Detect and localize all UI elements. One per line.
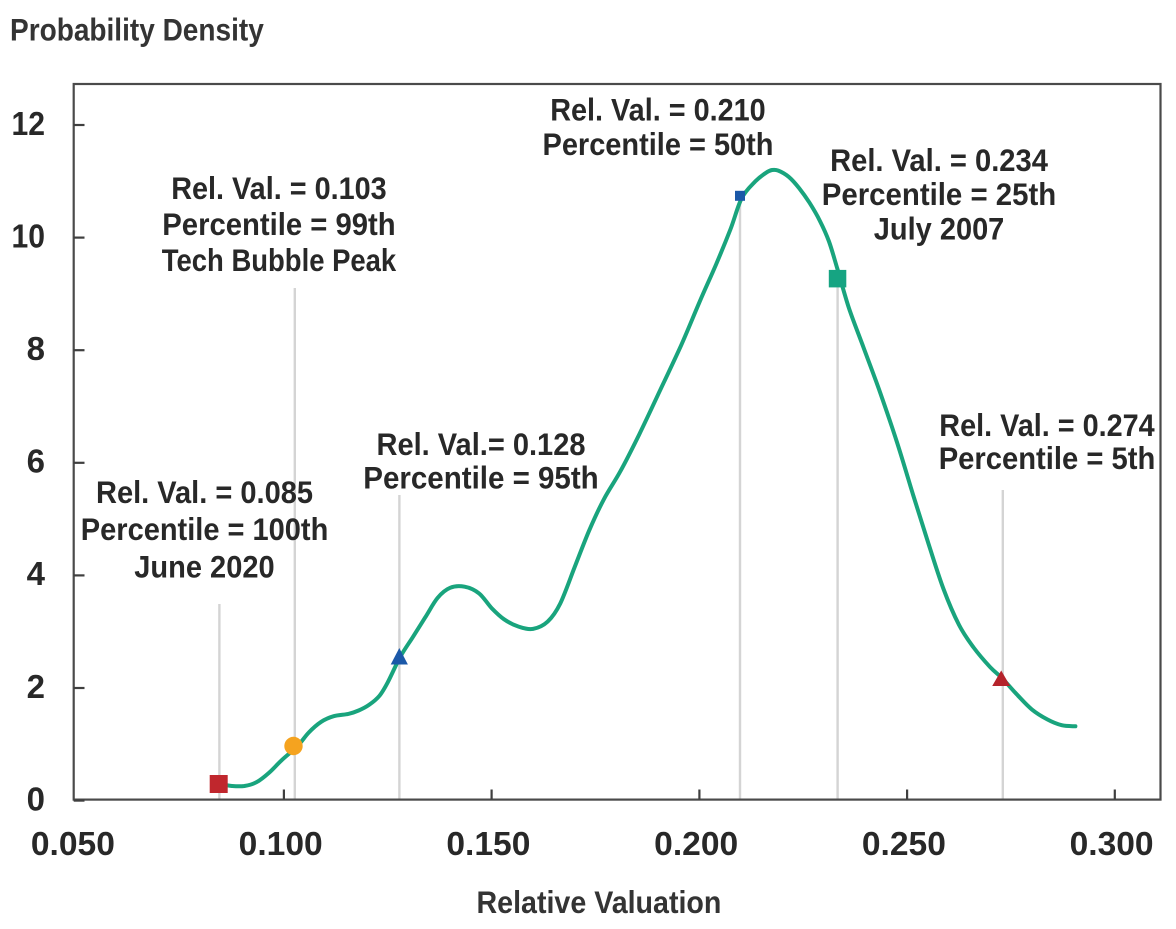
svg-text:June 2020: June 2020: [134, 548, 274, 584]
svg-text:Percentile = 5th: Percentile = 5th: [939, 440, 1156, 476]
svg-text:0.250: 0.250: [862, 825, 946, 862]
svg-text:Rel. Val. = 0.085: Rel. Val. = 0.085: [96, 474, 313, 510]
svg-text:6: 6: [27, 443, 45, 480]
svg-text:Percentile = 50th: Percentile = 50th: [543, 126, 774, 162]
svg-text:Percentile = 25th: Percentile = 25th: [822, 176, 1056, 212]
svg-text:Rel. Val.= 0.128: Rel. Val.= 0.128: [377, 426, 586, 462]
svg-text:Rel. Val. = 0.234: Rel. Val. = 0.234: [830, 142, 1048, 178]
svg-text:10: 10: [12, 217, 46, 254]
svg-text:Tech Bubble Peak: Tech Bubble Peak: [162, 242, 397, 278]
svg-text:Rel. Val. = 0.103: Rel. Val. = 0.103: [171, 170, 387, 206]
svg-text:4: 4: [27, 555, 46, 592]
svg-text:0.050: 0.050: [31, 825, 115, 862]
svg-text:0.200: 0.200: [654, 825, 738, 862]
svg-text:Percentile = 99th: Percentile = 99th: [162, 206, 395, 242]
svg-text:July 2007: July 2007: [874, 210, 1005, 246]
svg-text:Rel. Val. = 0.210: Rel. Val. = 0.210: [550, 91, 766, 127]
svg-text:Probability Density: Probability Density: [10, 12, 264, 48]
svg-text:0.100: 0.100: [239, 825, 323, 862]
svg-text:Rel. Val. = 0.274: Rel. Val. = 0.274: [939, 407, 1155, 443]
svg-text:Percentile = 95th: Percentile = 95th: [363, 459, 598, 495]
svg-text:0.300: 0.300: [1070, 825, 1154, 862]
svg-text:2: 2: [27, 668, 45, 705]
svg-text:0.150: 0.150: [446, 825, 530, 862]
svg-text:Percentile = 100th: Percentile = 100th: [81, 511, 328, 547]
svg-text:8: 8: [27, 330, 45, 367]
svg-text:Relative Valuation: Relative Valuation: [477, 884, 722, 920]
svg-text:12: 12: [12, 105, 46, 142]
svg-text:0: 0: [27, 780, 45, 817]
